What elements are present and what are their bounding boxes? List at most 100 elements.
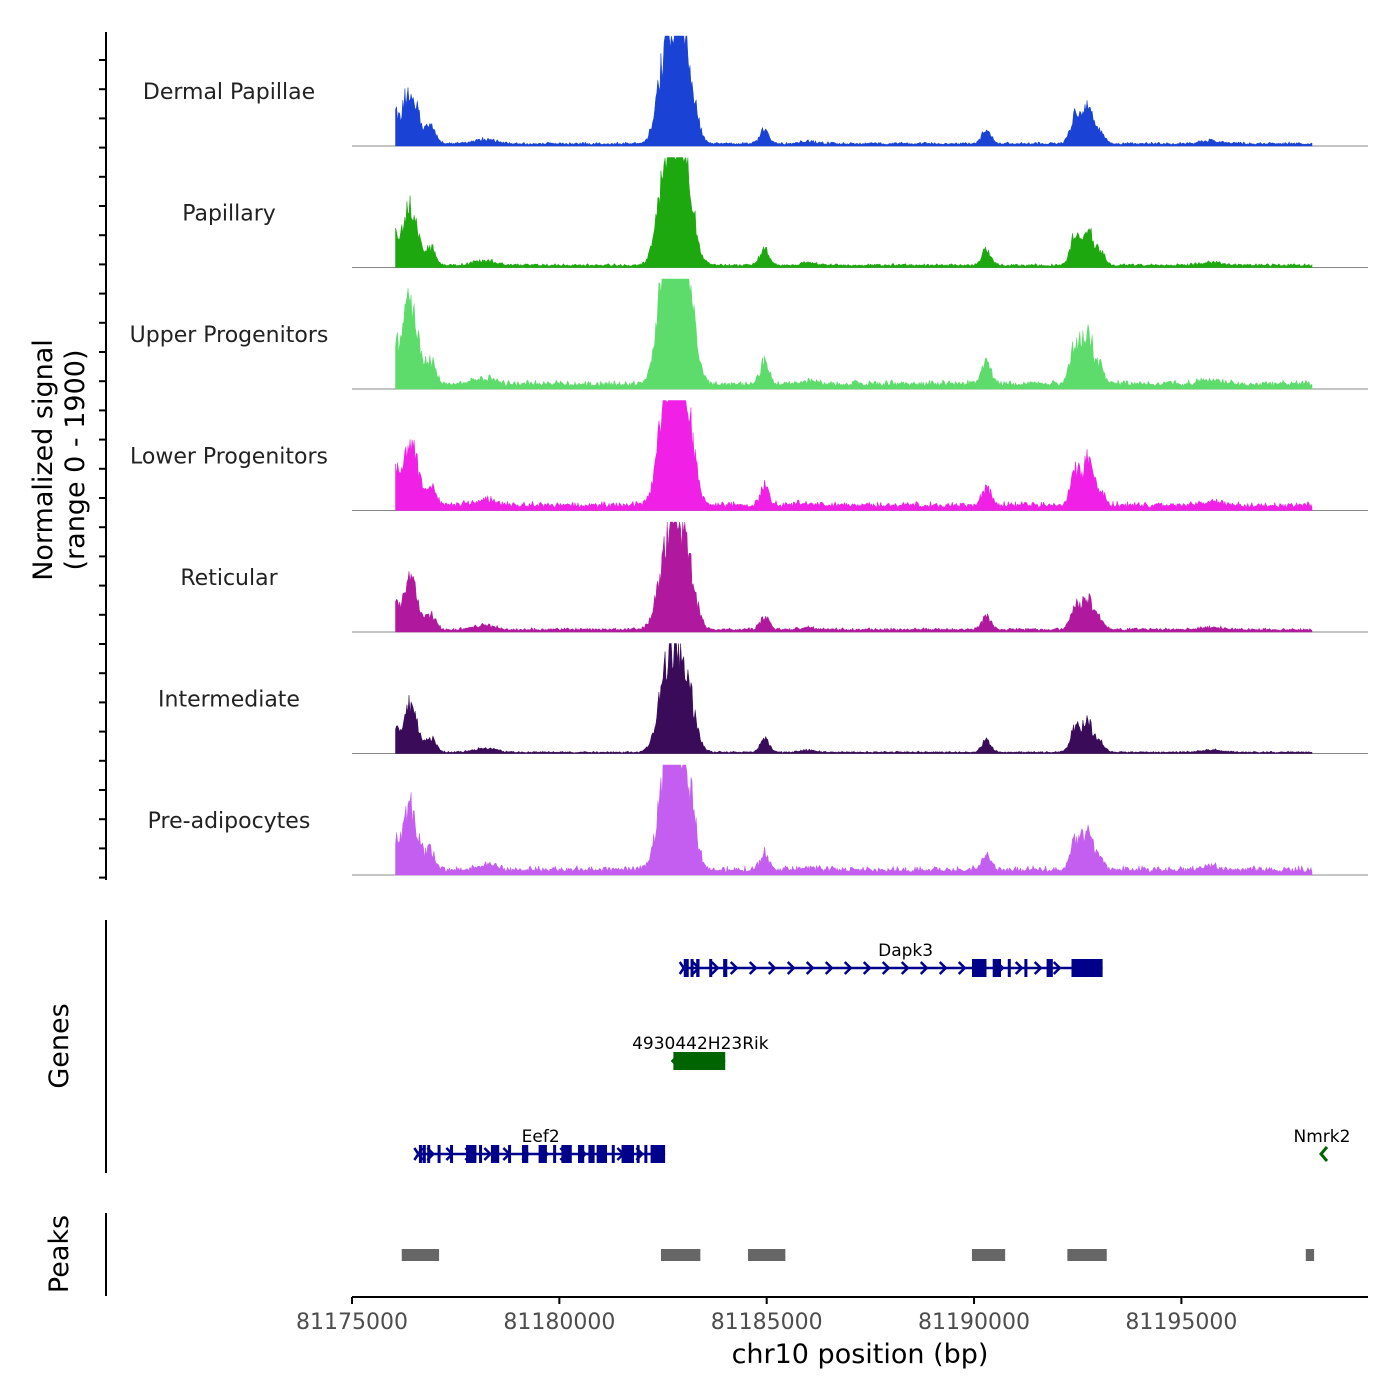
strand-arrow (1052, 961, 1062, 975)
exon-block (673, 1052, 726, 1070)
strand-arrow (729, 961, 739, 975)
strand-arrow (1033, 961, 1043, 975)
track-label: Reticular (180, 566, 278, 591)
exon-block (636, 1145, 640, 1163)
x-tick-label: 81175000 (296, 1310, 408, 1335)
genes-panel-label: Genes (44, 1003, 75, 1088)
signal-track: Intermediate (158, 643, 1368, 754)
x-tick-label: 81195000 (1125, 1310, 1237, 1335)
x-axis-label: chr10 position (bp) (732, 1339, 989, 1370)
exon-block (1024, 959, 1028, 977)
exon-block (650, 1145, 666, 1163)
exon-block (709, 959, 713, 977)
exon-block (553, 1145, 557, 1163)
signal-y-axis (99, 32, 107, 880)
gene-model: Eef2 (413, 1127, 666, 1163)
track-label: Lower Progenitors (130, 445, 328, 470)
exon-block (1071, 959, 1103, 977)
strand-arrow (862, 961, 872, 975)
x-tick-label: 81180000 (503, 1310, 615, 1335)
exon-block (490, 1145, 500, 1163)
peak-region (660, 1249, 701, 1261)
strand-arrow (670, 1054, 680, 1068)
strand-arrow (957, 961, 967, 975)
exon-block (522, 1145, 529, 1163)
exon-block (450, 1145, 454, 1163)
exon-block (621, 1145, 634, 1163)
exon-block (418, 1145, 422, 1163)
coverage-area (395, 400, 1313, 511)
peak-region (971, 1249, 1006, 1261)
peaks-panel: Peaks (44, 1213, 1315, 1296)
exon-block (596, 1145, 608, 1163)
gene-label: Dapk3 (878, 941, 933, 961)
peak-region (1067, 1249, 1107, 1261)
exon-block (427, 1145, 431, 1163)
exon-block (588, 1145, 595, 1163)
x-axis: 81175000 81180000 81185000 81190000 81195000 (296, 1296, 1368, 1335)
exon-block (479, 1145, 483, 1163)
signal-track: Pre-adipocytes (148, 764, 1368, 876)
coverage-area (395, 521, 1313, 633)
x-tick-label: 81190000 (918, 1310, 1030, 1335)
track-label: Papillary (182, 202, 276, 227)
signal-track: Upper Progenitors (130, 278, 1368, 390)
gene-model: Dapk3 (678, 941, 1103, 977)
genes-panel: Genes Dapk3 4930442H23Rik Eef2 Nmrk2 (44, 920, 1350, 1173)
exon-block (644, 1145, 648, 1163)
coverage-area (395, 35, 1313, 147)
exon-block (723, 959, 728, 977)
peaks-panel-label: Peaks (44, 1215, 75, 1293)
signal-y-label-line-2: (range 0 - 1900) (60, 350, 91, 571)
strand-arrow (805, 961, 815, 975)
signal-tracks: Dermal Papillae Papillary Upper Progenitor… (130, 35, 1368, 876)
strand-arrow (938, 961, 948, 975)
strand-arrow (1014, 961, 1024, 975)
gene-model: 4930442H23Rik (632, 1034, 769, 1070)
x-tick-label: 81185000 (711, 1310, 823, 1335)
exon-block (611, 1145, 615, 1163)
strand-arrow (748, 961, 758, 975)
strand-arrow (843, 961, 853, 975)
track-label: Intermediate (158, 688, 300, 713)
peak-region (1305, 1249, 1315, 1261)
coverage-area (395, 764, 1313, 876)
strand-arrow (900, 961, 910, 975)
exon-block (437, 1145, 441, 1163)
exon-block (578, 1145, 585, 1163)
peak-region (401, 1249, 440, 1261)
gene-label: Eef2 (522, 1127, 560, 1147)
gene-start-marker (413, 1147, 424, 1161)
exon-block (696, 959, 700, 977)
exon-block (992, 959, 1001, 977)
signal-y-label-line-1: Normalized signal (28, 339, 59, 581)
exon-block (1046, 959, 1053, 977)
strand-arrow (881, 961, 891, 975)
signal-y-axis-label: Normalized signal (range 0 - 1900) (28, 339, 91, 581)
coverage-area (395, 643, 1313, 754)
signal-track: Dermal Papillae (143, 35, 1368, 147)
track-label: Upper Progenitors (130, 323, 329, 348)
exon-block (690, 959, 694, 977)
exon-block (538, 1145, 547, 1163)
exon-block (971, 959, 987, 977)
strand-arrow (767, 961, 777, 975)
gene-label: Nmrk2 (1294, 1127, 1351, 1147)
signal-track: Lower Progenitors (130, 400, 1368, 511)
gene-start-marker (678, 961, 689, 975)
signal-track: Reticular (180, 521, 1368, 633)
exon-block (561, 1145, 572, 1163)
exon-block (683, 959, 689, 977)
strand-arrow (710, 961, 720, 975)
exon-block (508, 1145, 512, 1163)
exon-block (1007, 959, 1011, 977)
strand-arrow (824, 961, 834, 975)
gene-label: 4930442H23Rik (632, 1034, 769, 1054)
signal-track: Papillary (182, 156, 1368, 268)
coverage-area (395, 156, 1313, 268)
exon-block (422, 1145, 426, 1163)
track-label: Dermal Papillae (143, 80, 315, 105)
track-label: Pre-adipocytes (148, 809, 311, 834)
